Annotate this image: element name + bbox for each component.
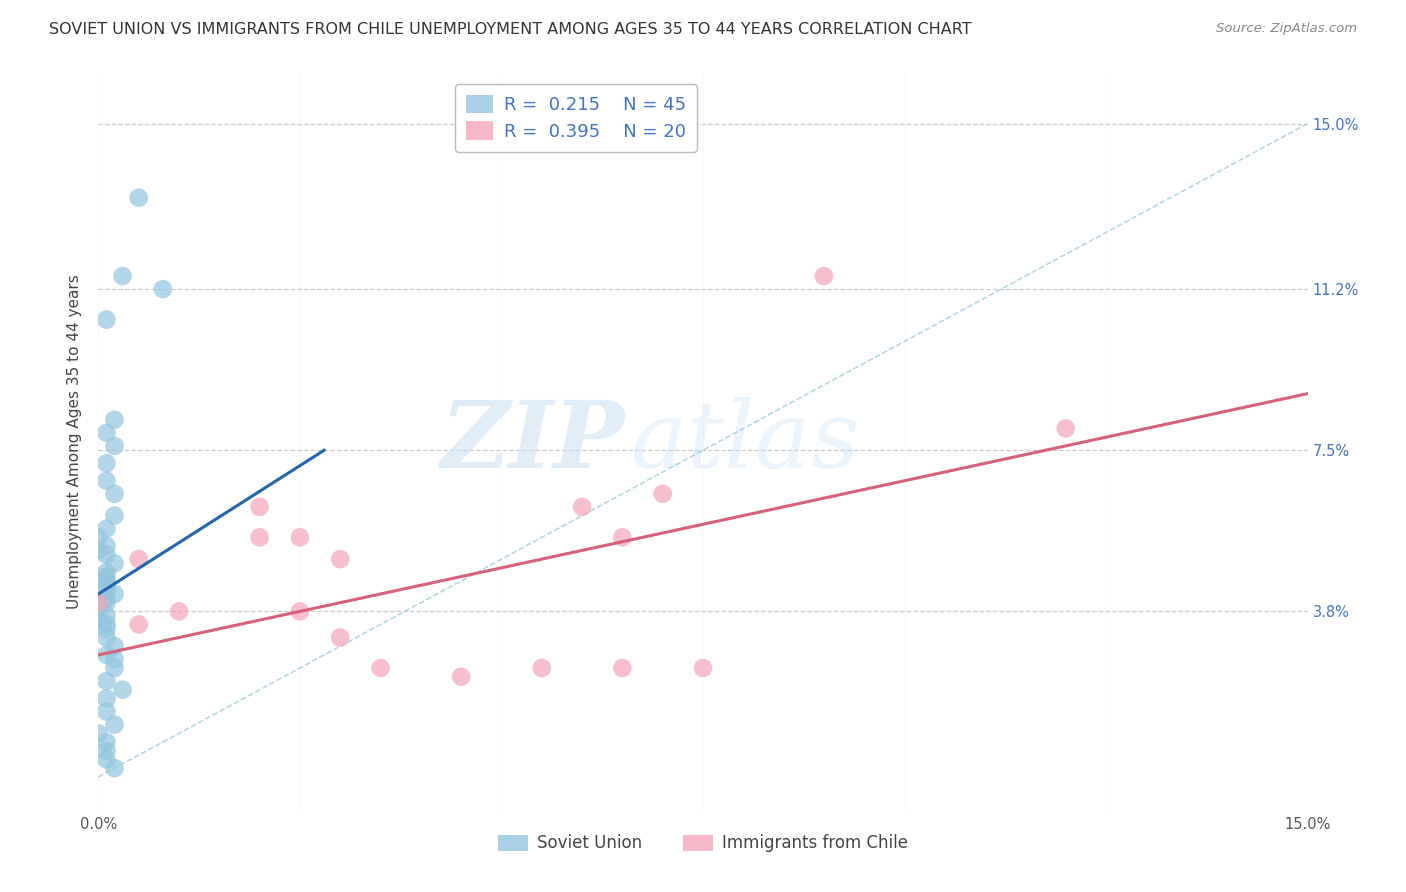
Text: ZIP: ZIP bbox=[440, 397, 624, 486]
Point bbox=[103, 661, 125, 675]
Point bbox=[612, 530, 634, 544]
Text: SOVIET UNION VS IMMIGRANTS FROM CHILE UNEMPLOYMENT AMONG AGES 35 TO 44 YEARS COR: SOVIET UNION VS IMMIGRANTS FROM CHILE UN… bbox=[49, 22, 972, 37]
Text: atlas: atlas bbox=[630, 397, 860, 486]
Point bbox=[571, 500, 593, 514]
Point bbox=[103, 557, 125, 571]
Point bbox=[96, 582, 118, 597]
Point bbox=[103, 761, 125, 775]
Point bbox=[96, 522, 118, 536]
Point bbox=[87, 604, 110, 618]
Point bbox=[249, 530, 271, 544]
Point bbox=[96, 631, 118, 645]
Point bbox=[96, 591, 118, 606]
Point bbox=[612, 661, 634, 675]
Point bbox=[96, 617, 118, 632]
Point bbox=[96, 744, 118, 758]
Point bbox=[813, 268, 835, 283]
Point bbox=[103, 717, 125, 731]
Point bbox=[288, 530, 311, 544]
Point bbox=[128, 552, 150, 566]
Point bbox=[96, 569, 118, 583]
Point bbox=[249, 500, 271, 514]
Point bbox=[128, 191, 150, 205]
Point bbox=[96, 548, 118, 562]
Point bbox=[96, 425, 118, 440]
Point bbox=[103, 439, 125, 453]
Point bbox=[87, 543, 110, 558]
Point bbox=[530, 661, 553, 675]
Point bbox=[87, 613, 110, 627]
Point bbox=[1054, 421, 1077, 435]
Y-axis label: Unemployment Among Ages 35 to 44 years: Unemployment Among Ages 35 to 44 years bbox=[67, 274, 83, 609]
Point bbox=[96, 735, 118, 749]
Point bbox=[152, 282, 174, 296]
Point bbox=[329, 552, 352, 566]
Point bbox=[87, 530, 110, 544]
Point bbox=[167, 604, 190, 618]
Point bbox=[96, 691, 118, 706]
Point bbox=[111, 268, 134, 283]
Point bbox=[87, 596, 110, 610]
Point bbox=[96, 674, 118, 689]
Point bbox=[96, 752, 118, 766]
Point bbox=[692, 661, 714, 675]
Point bbox=[370, 661, 392, 675]
Point bbox=[96, 312, 118, 326]
Point bbox=[96, 539, 118, 553]
Point bbox=[128, 617, 150, 632]
Point bbox=[96, 622, 118, 636]
Point bbox=[96, 574, 118, 588]
Point bbox=[103, 652, 125, 666]
Point bbox=[87, 726, 110, 740]
Point bbox=[96, 474, 118, 488]
Point bbox=[96, 565, 118, 579]
Point bbox=[96, 578, 118, 592]
Point bbox=[651, 487, 673, 501]
Text: Source: ZipAtlas.com: Source: ZipAtlas.com bbox=[1216, 22, 1357, 36]
Point bbox=[103, 413, 125, 427]
Point bbox=[103, 639, 125, 653]
Point bbox=[329, 631, 352, 645]
Point bbox=[103, 587, 125, 601]
Point bbox=[96, 608, 118, 623]
Point bbox=[96, 648, 118, 662]
Point bbox=[288, 604, 311, 618]
Point bbox=[103, 487, 125, 501]
Point bbox=[111, 682, 134, 697]
Point bbox=[96, 705, 118, 719]
Point bbox=[96, 596, 118, 610]
Legend: Soviet Union, Immigrants from Chile: Soviet Union, Immigrants from Chile bbox=[492, 828, 914, 859]
Point bbox=[96, 456, 118, 470]
Point bbox=[103, 508, 125, 523]
Point bbox=[450, 670, 472, 684]
